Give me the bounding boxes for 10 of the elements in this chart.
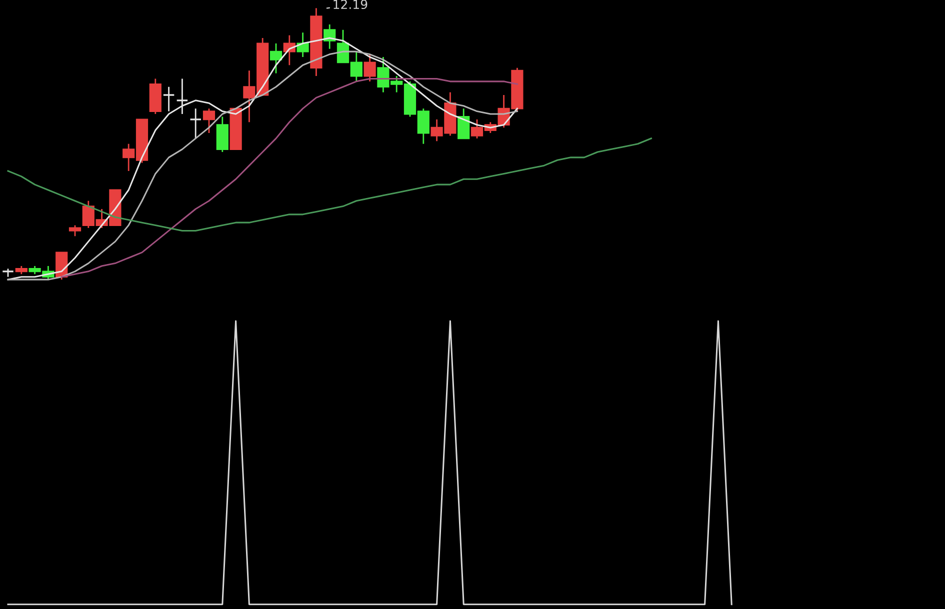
candlestick (270, 42, 282, 74)
annotation: 12.19 (334, 0, 368, 10)
candlestick (162, 86, 175, 112)
candlestick (68, 224, 82, 237)
candlestick (176, 78, 188, 115)
candlestick (202, 108, 216, 134)
candlestick (296, 32, 309, 58)
candlestick (364, 54, 376, 82)
candlestick (189, 108, 202, 140)
candlestick (458, 108, 470, 140)
